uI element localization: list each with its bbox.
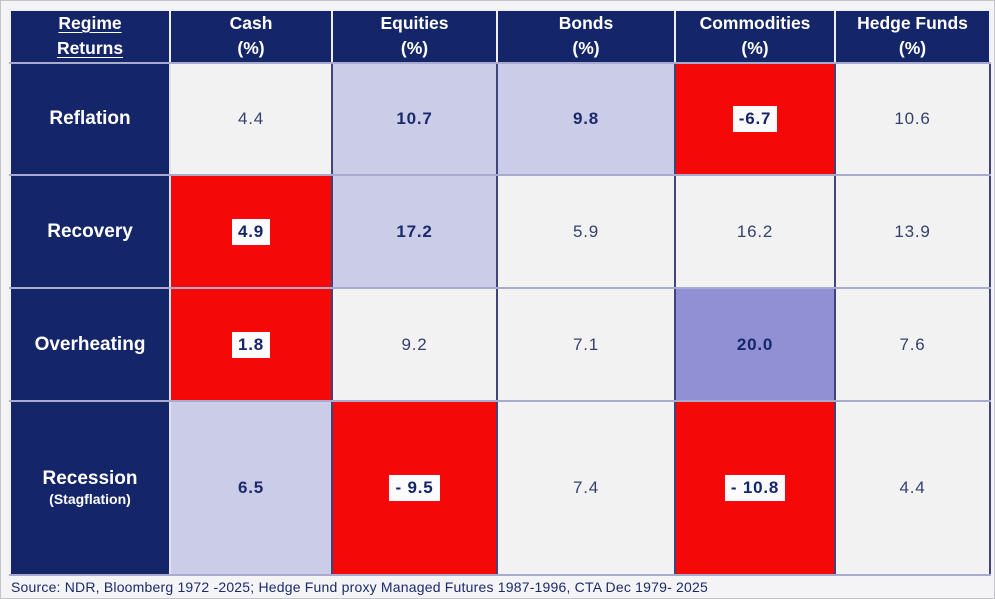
cell-recovery-equities: 17.2 <box>331 174 498 290</box>
cell-recovery-hedge-funds: 13.9 <box>834 174 991 290</box>
row-label-recession: Recession (Stagflation) <box>9 399 171 577</box>
highlighted-value: - 9.5 <box>389 474 440 501</box>
cell-reflation-hedge-funds: 10.6 <box>834 61 991 177</box>
row-recession: Recession (Stagflation) 6.5 - 9.5 7.4 - … <box>9 399 991 577</box>
cell-recovery-cash: 4.9 <box>169 174 333 290</box>
cell-recession-bonds: 7.4 <box>496 399 676 577</box>
cell-recession-equities: - 9.5 <box>331 399 498 577</box>
column-header-cash: Cash (%) <box>169 9 333 64</box>
cell-recession-hedge-funds: 4.4 <box>834 399 991 577</box>
column-header-equities: Equities (%) <box>331 9 498 64</box>
source-note: Source: NDR, Bloomberg 1972 -2025; Hedge… <box>11 579 708 595</box>
highlighted-value: 1.8 <box>231 331 271 358</box>
highlighted-value: -6.7 <box>732 106 778 133</box>
row-label-recovery: Recovery <box>9 174 171 290</box>
corner-header-line1: Regime <box>58 13 122 33</box>
cell-overheating-cash: 1.8 <box>169 287 333 402</box>
row-recovery: Recovery 4.9 17.2 5.9 16.2 13.9 <box>9 174 991 290</box>
cell-recovery-bonds: 5.9 <box>496 174 676 290</box>
row-sublabel-stagflation: (Stagflation) <box>49 491 131 508</box>
cell-overheating-bonds: 7.1 <box>496 287 676 402</box>
cell-overheating-hedge-funds: 7.6 <box>834 287 991 402</box>
cell-recession-cash: 6.5 <box>169 399 333 577</box>
row-label-reflation: Reflation <box>9 61 171 177</box>
regime-returns-table: Regime Returns Cash (%) Equities (%) Bon… <box>9 9 991 577</box>
row-reflation: Reflation 4.4 10.7 9.8 -6.7 10.6 <box>9 61 991 177</box>
highlighted-value: - 10.8 <box>724 474 786 501</box>
cell-reflation-commodities: -6.7 <box>674 61 836 177</box>
column-header-hedge-funds: Hedge Funds (%) <box>834 9 991 64</box>
header-row: Regime Returns Cash (%) Equities (%) Bon… <box>9 9 991 64</box>
highlighted-value: 4.9 <box>231 218 271 245</box>
column-header-bonds: Bonds (%) <box>496 9 676 64</box>
corner-header-regime-returns: Regime Returns <box>9 9 171 64</box>
corner-header-line2: Returns <box>56 38 124 59</box>
cell-reflation-equities: 10.7 <box>331 61 498 177</box>
cell-overheating-commodities: 20.0 <box>674 287 836 402</box>
cell-recession-commodities: - 10.8 <box>674 399 836 577</box>
cell-reflation-cash: 4.4 <box>169 61 333 177</box>
row-overheating: Overheating 1.8 9.2 7.1 20.0 7.6 <box>9 287 991 402</box>
cell-overheating-equities: 9.2 <box>331 287 498 402</box>
cell-reflation-bonds: 9.8 <box>496 61 676 177</box>
row-label-overheating: Overheating <box>9 287 171 402</box>
column-header-commodities: Commodities (%) <box>674 9 836 64</box>
cell-recovery-commodities: 16.2 <box>674 174 836 290</box>
